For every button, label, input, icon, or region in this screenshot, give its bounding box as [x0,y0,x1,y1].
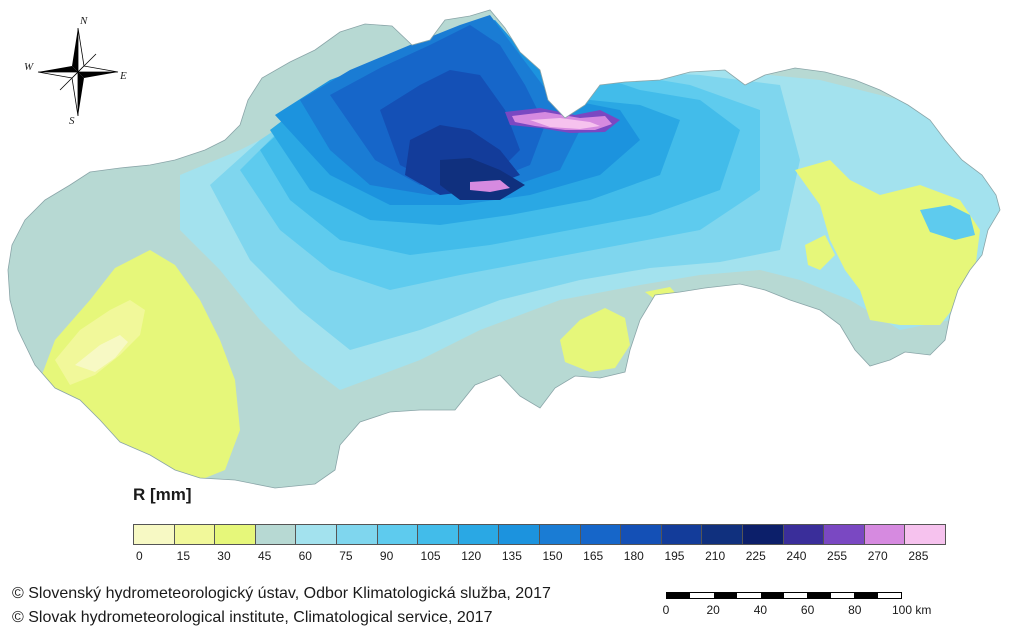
legend-swatch [864,525,906,544]
scale-bar-segment [877,593,902,598]
country-border [7,9,1001,489]
zone-90-east [920,205,975,240]
scale-bar-segment [737,593,761,598]
precipitation-map [7,9,1001,489]
scale-bar-labels: 0 20 40 60 80 100 km [662,603,946,619]
legend-tick-labels: 0 15 30 45 60 75 90 105 120 135 150 165 180 195 210 225… [133,549,946,565]
scale-bar-label: 40 [753,603,768,617]
scale-bar [666,592,902,599]
legend-tick-label: 180 [623,549,644,563]
scale-bar-segment [667,593,691,598]
scale-bar-segment [784,593,808,598]
compass-north-label: N [80,15,88,27]
zone-30-45-east [795,160,980,325]
legend-tick-label: 165 [583,549,604,563]
legend-swatch [458,525,500,544]
scale-bar-segment [854,593,878,598]
zone-30-45-east-small [805,235,835,270]
scale-bar-label: 80 [848,603,862,617]
compass-south-label: S [69,115,75,127]
zone-285-plus [530,118,600,129]
legend-swatch [783,525,825,544]
scale-bar-label: 0 [662,603,670,617]
legend-swatch [377,525,419,544]
credit-english: © Slovak hydrometeorological institute, … [12,609,493,626]
zone-0-15-southwest [75,335,128,372]
zone-210-225 [440,158,525,200]
scale-bar-label: 60 [800,603,815,617]
legend-swatch [905,525,945,544]
compass-east-label: E [120,70,127,82]
legend-tick-label: 45 [257,549,272,563]
credit-slovak: © Slovenský hydrometeorologický ústav, O… [12,585,551,602]
legend-tick-label: 240 [786,549,807,563]
scale-bar-label: 100 km [892,603,932,617]
legend-tick-label: 105 [420,549,441,563]
legend-title: R [mm] [133,485,192,504]
legend-swatch [336,525,378,544]
legend-swatch [134,525,175,544]
scale-bar-segment [807,593,831,598]
legend-tick-label: 225 [745,549,766,563]
legend-swatch [418,525,459,544]
legend-tick-label: 255 [827,549,848,563]
zone-30-45-southwest [40,250,240,480]
legend-tick-label: 150 [542,549,563,563]
legend-swatch [296,525,337,544]
legend-tick-label: 15 [176,549,190,563]
scale-bar-label: 20 [706,603,720,617]
zone-low-tatras-peak [470,180,510,192]
legend-tick-label: 195 [664,549,685,563]
legend-swatch [621,525,662,544]
compass-west-label: W [24,61,34,73]
scale-bar-segment [713,593,738,598]
scale-bar-segment [760,593,785,598]
scale-bar-segment [830,593,855,598]
legend-tick-label: 90 [379,549,394,563]
compass-rose: N E S W [22,14,134,127]
legend-tick-label: 210 [705,549,726,563]
legend-swatch [824,525,865,544]
legend-color-bar [133,524,946,545]
legend-tick-label: 135 [501,549,522,563]
legend-tick-label: 30 [217,549,231,563]
legend-swatch [499,525,540,544]
legend-swatch [661,525,703,544]
scale-bar-segment [690,593,714,598]
legend-tick-label: 285 [908,549,929,563]
legend-tick-label: 120 [461,549,482,563]
legend-tick-label: 75 [339,549,353,563]
zone-30-45-south [560,308,630,372]
legend-tick-label: 270 [867,549,888,563]
legend-tick-label: 60 [298,549,312,563]
legend-swatch [215,525,256,544]
legend-tick-label: 0 [136,549,143,563]
legend-swatch [580,525,622,544]
compass-rose-icon [37,27,119,117]
legend-swatch [742,525,784,544]
legend-swatch [539,525,581,544]
legend-swatch [255,525,297,544]
legend-swatch [702,525,743,544]
legend-swatch [174,525,216,544]
